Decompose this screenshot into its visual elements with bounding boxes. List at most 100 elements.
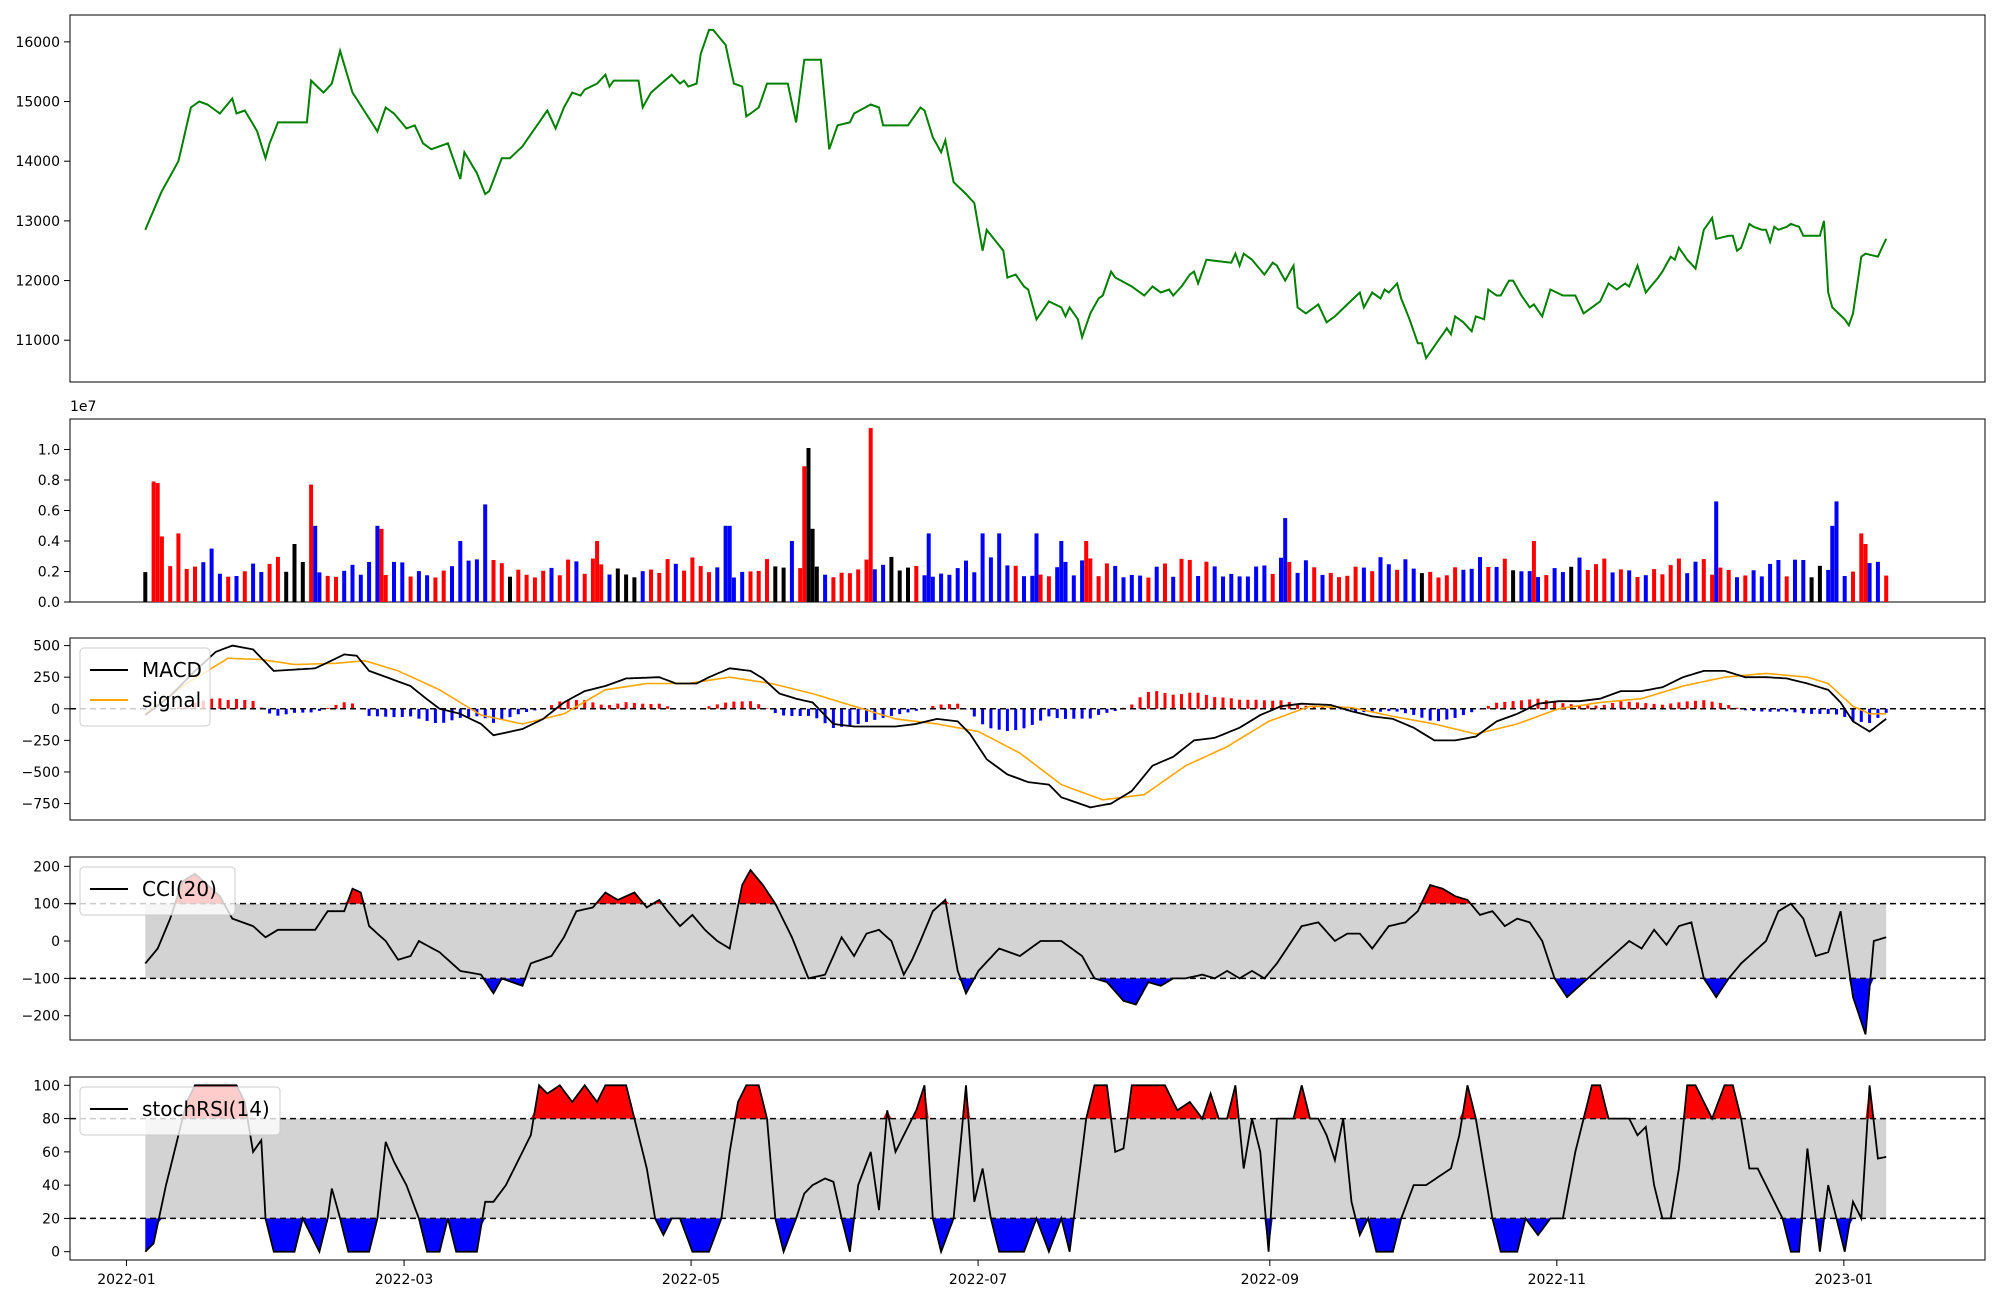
legend-label: stochRSI(14): [142, 1097, 270, 1121]
y-tick-label: −200: [22, 1009, 60, 1025]
y-tick-label: 200: [33, 859, 60, 875]
volume-bar: [1403, 559, 1408, 602]
volume-bar: [1121, 577, 1126, 602]
macd-histogram-bar: [1262, 700, 1266, 709]
volume-bar: [143, 572, 148, 602]
stochrsi-overbought-fill: [145, 1085, 1887, 1119]
y-tick-label: 14000: [15, 154, 60, 170]
volume-bar: [765, 559, 769, 602]
volume-bar: [325, 575, 330, 602]
macd-histogram-bar: [1718, 703, 1722, 709]
macd-histogram-bar: [1453, 708, 1457, 718]
volume-bar: [740, 571, 745, 602]
macd-histogram-bar: [1553, 701, 1557, 709]
volume-bar: [159, 536, 164, 602]
volume-bar: [1221, 576, 1225, 602]
macd-histogram-bar: [1238, 699, 1242, 709]
macd-histogram-bar: [1445, 708, 1449, 720]
volume-bar: [1059, 541, 1064, 602]
macd-histogram-bar: [334, 704, 338, 709]
volume-bar: [980, 533, 985, 602]
y-tick-label: −750: [22, 797, 60, 813]
macd-histogram-bar: [1752, 708, 1756, 711]
y-tick-label: 0.2: [38, 565, 60, 581]
macd-histogram-bar: [1511, 701, 1515, 709]
volume-bar: [1585, 570, 1590, 602]
volume-bar: [217, 573, 222, 602]
volume-bar: [450, 566, 454, 602]
volume-bar: [242, 571, 247, 602]
macd-histogram-bar: [1470, 708, 1474, 713]
macd-histogram-bar: [583, 700, 587, 709]
macd-histogram-bar: [914, 708, 918, 711]
price-frame: [69, 14, 1986, 383]
volume-bar: [1436, 577, 1441, 602]
volume-bar: [1030, 575, 1035, 602]
macd-histogram-bar: [235, 699, 238, 709]
macd-histogram-bar: [815, 708, 819, 719]
macd-histogram-bar: [450, 708, 454, 721]
volume-bar: [1801, 560, 1806, 602]
x-tick-label: 2022-09: [1241, 1272, 1300, 1288]
macd-line: [144, 644, 1887, 809]
macd-histogram-bar: [243, 700, 247, 709]
volume-bar: [1552, 568, 1557, 602]
macd-histogram-bar: [773, 708, 777, 713]
volume-bar: [1884, 575, 1889, 602]
volume-bar: [1022, 576, 1026, 602]
volume-bar: [856, 569, 861, 602]
macd-histogram-bar: [400, 708, 404, 717]
volume-bar: [441, 570, 446, 602]
volume-bar: [1635, 577, 1640, 602]
volume-bar: [342, 570, 347, 602]
y-tick-label: 0.6: [38, 504, 60, 520]
volume-bar: [1743, 575, 1748, 602]
macd-histogram-bar: [1088, 708, 1092, 719]
volume-bar: [1718, 567, 1723, 602]
macd-histogram-bar: [989, 708, 993, 729]
stochrsi-band: [145, 1118, 1887, 1219]
macd-histogram-bar: [1461, 708, 1465, 716]
volume-bar: [1163, 563, 1167, 602]
volume-bar: [1295, 572, 1300, 602]
macd-histogram-bar: [749, 701, 752, 709]
macd-histogram-bar: [881, 708, 885, 718]
volume-bar: [1034, 533, 1039, 602]
macd-histogram-bar: [351, 703, 354, 709]
volume-bar: [1544, 575, 1549, 602]
macd-histogram-bar: [1586, 705, 1590, 709]
macd-histogram-bar: [1403, 708, 1407, 714]
macd-histogram-bar: [898, 708, 902, 715]
volume-bar: [1759, 576, 1764, 602]
volume-bar: [872, 569, 877, 602]
volume-bar: [483, 504, 488, 602]
volume-bar: [1618, 569, 1623, 602]
macd-histogram-bar: [1047, 708, 1051, 717]
macd-histogram-bar: [1611, 703, 1615, 709]
volume-bar: [1660, 574, 1665, 602]
macd-histogram-bar: [856, 708, 860, 724]
macd-histogram-bar: [972, 708, 976, 717]
volume-bar: [1519, 571, 1524, 602]
volume-bar: [433, 577, 438, 602]
volume-bar: [665, 559, 670, 602]
macd-histogram-bar: [1702, 700, 1706, 709]
y-tick-label: 40: [42, 1178, 60, 1194]
macd-histogram-bar: [276, 708, 280, 716]
cci-panel: 200 100 0 −100 −200 CCI(20): [22, 856, 1986, 1041]
volume-bar: [1179, 558, 1184, 602]
volume-bar: [458, 541, 463, 602]
macd-histogram-bar: [724, 702, 728, 709]
macd-histogram-bar: [1246, 699, 1250, 709]
volume-bar: [632, 577, 637, 602]
volume-bar: [599, 564, 604, 602]
volume-bar: [1254, 566, 1259, 602]
volume-bar: [1867, 563, 1872, 602]
volume-panel: 0.0 0.2 0.4 0.6 0.8 1.0 1e7: [38, 399, 1986, 611]
macd-histogram-bar: [1528, 699, 1532, 709]
volume-bar: [1262, 565, 1267, 602]
volume-bar: [1104, 563, 1109, 602]
y-tick-label: 500: [33, 639, 60, 655]
macd-histogram-bar: [1080, 708, 1084, 719]
volume-bar: [1237, 576, 1242, 602]
